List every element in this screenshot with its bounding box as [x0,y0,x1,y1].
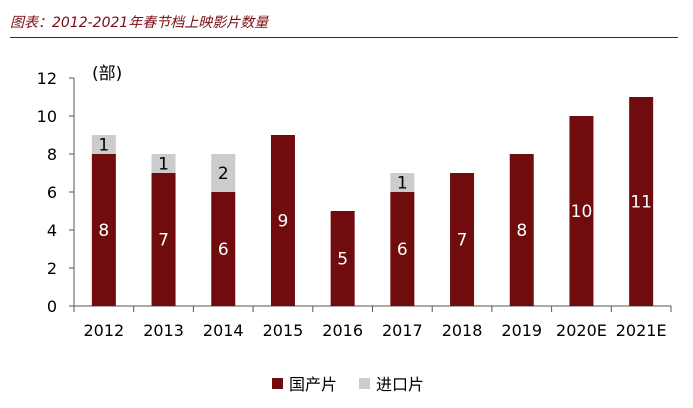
x-tick-label: 2012 [83,321,124,340]
data-label-imported: 1 [397,174,408,194]
y-tick-label: 6 [47,183,57,202]
bar-domestic [270,135,295,306]
figure-title: 图表：2012-2021年春节档上映影片数量 [10,15,269,31]
data-label-imported: 1 [98,136,109,156]
bar-domestic [509,154,534,306]
bar-domestic [330,211,355,306]
legend-swatch-imported [359,377,371,389]
x-tick-label: 2017 [382,321,423,340]
y-tick-label: 8 [47,145,57,164]
bar-domestic [211,192,236,306]
bar-domestic [151,173,176,306]
y-tick-label: 4 [47,221,57,240]
x-tick-label: 2020E [556,321,607,340]
y-tick-label: 12 [37,69,57,88]
x-tick-label: 2019 [501,321,542,340]
x-axis: 2012 2013 2014 2015 2016 2017 2018 2019 2020E 202… [73,305,672,340]
y-tick-label: 0 [47,297,57,316]
legend-item-imported: 进口片 [359,371,424,395]
data-label-domestic: 5 [337,250,348,270]
bar-domestic [91,154,116,306]
data-labels: 8 1 7 1 6 2 9 5 6 1 7 8 10 11 [98,136,652,270]
x-tick-label: 2016 [322,321,363,340]
bar-imported [151,154,176,173]
bar-imported [390,173,415,192]
bar-imported [211,154,236,192]
legend: 国产片 进口片 [272,371,446,395]
x-tick-label: 2021E [616,321,667,340]
bar-domestic [450,173,475,306]
legend-item-domestic: 国产片 [272,371,337,395]
bar-imported [91,135,116,154]
legend-label-domestic: 国产片 [289,375,338,394]
bar-domestic [390,192,415,306]
x-tick-label: 2014 [203,321,244,340]
data-label-domestic: 9 [278,212,289,232]
data-label-domestic: 6 [397,240,408,260]
y-tick-label: 2 [47,259,57,278]
data-label-domestic: 6 [218,240,229,260]
legend-swatch-domestic [272,377,283,389]
data-label-domestic: 8 [516,221,527,241]
data-label-domestic: 11 [630,193,652,213]
data-label-domestic: 7 [158,231,169,251]
data-label-domestic: 7 [457,231,468,251]
bars [91,97,654,306]
title-rule [10,37,678,38]
y-axis: 0 2 4 6 8 10 12 [37,69,75,316]
data-label-imported: 2 [218,164,229,184]
x-tick-label: 2013 [143,321,184,340]
y-axis-unit-label: (部) [92,64,122,84]
x-tick-label: 2018 [442,321,483,340]
bar-domestic [569,116,594,306]
x-tick-label: 2015 [263,321,304,340]
legend-label-imported: 进口片 [376,375,425,394]
y-tick-label: 10 [37,107,57,126]
data-label-imported: 1 [158,155,169,175]
data-label-domestic: 8 [98,221,109,241]
bar-domestic [629,97,654,306]
data-label-domestic: 10 [571,202,593,222]
